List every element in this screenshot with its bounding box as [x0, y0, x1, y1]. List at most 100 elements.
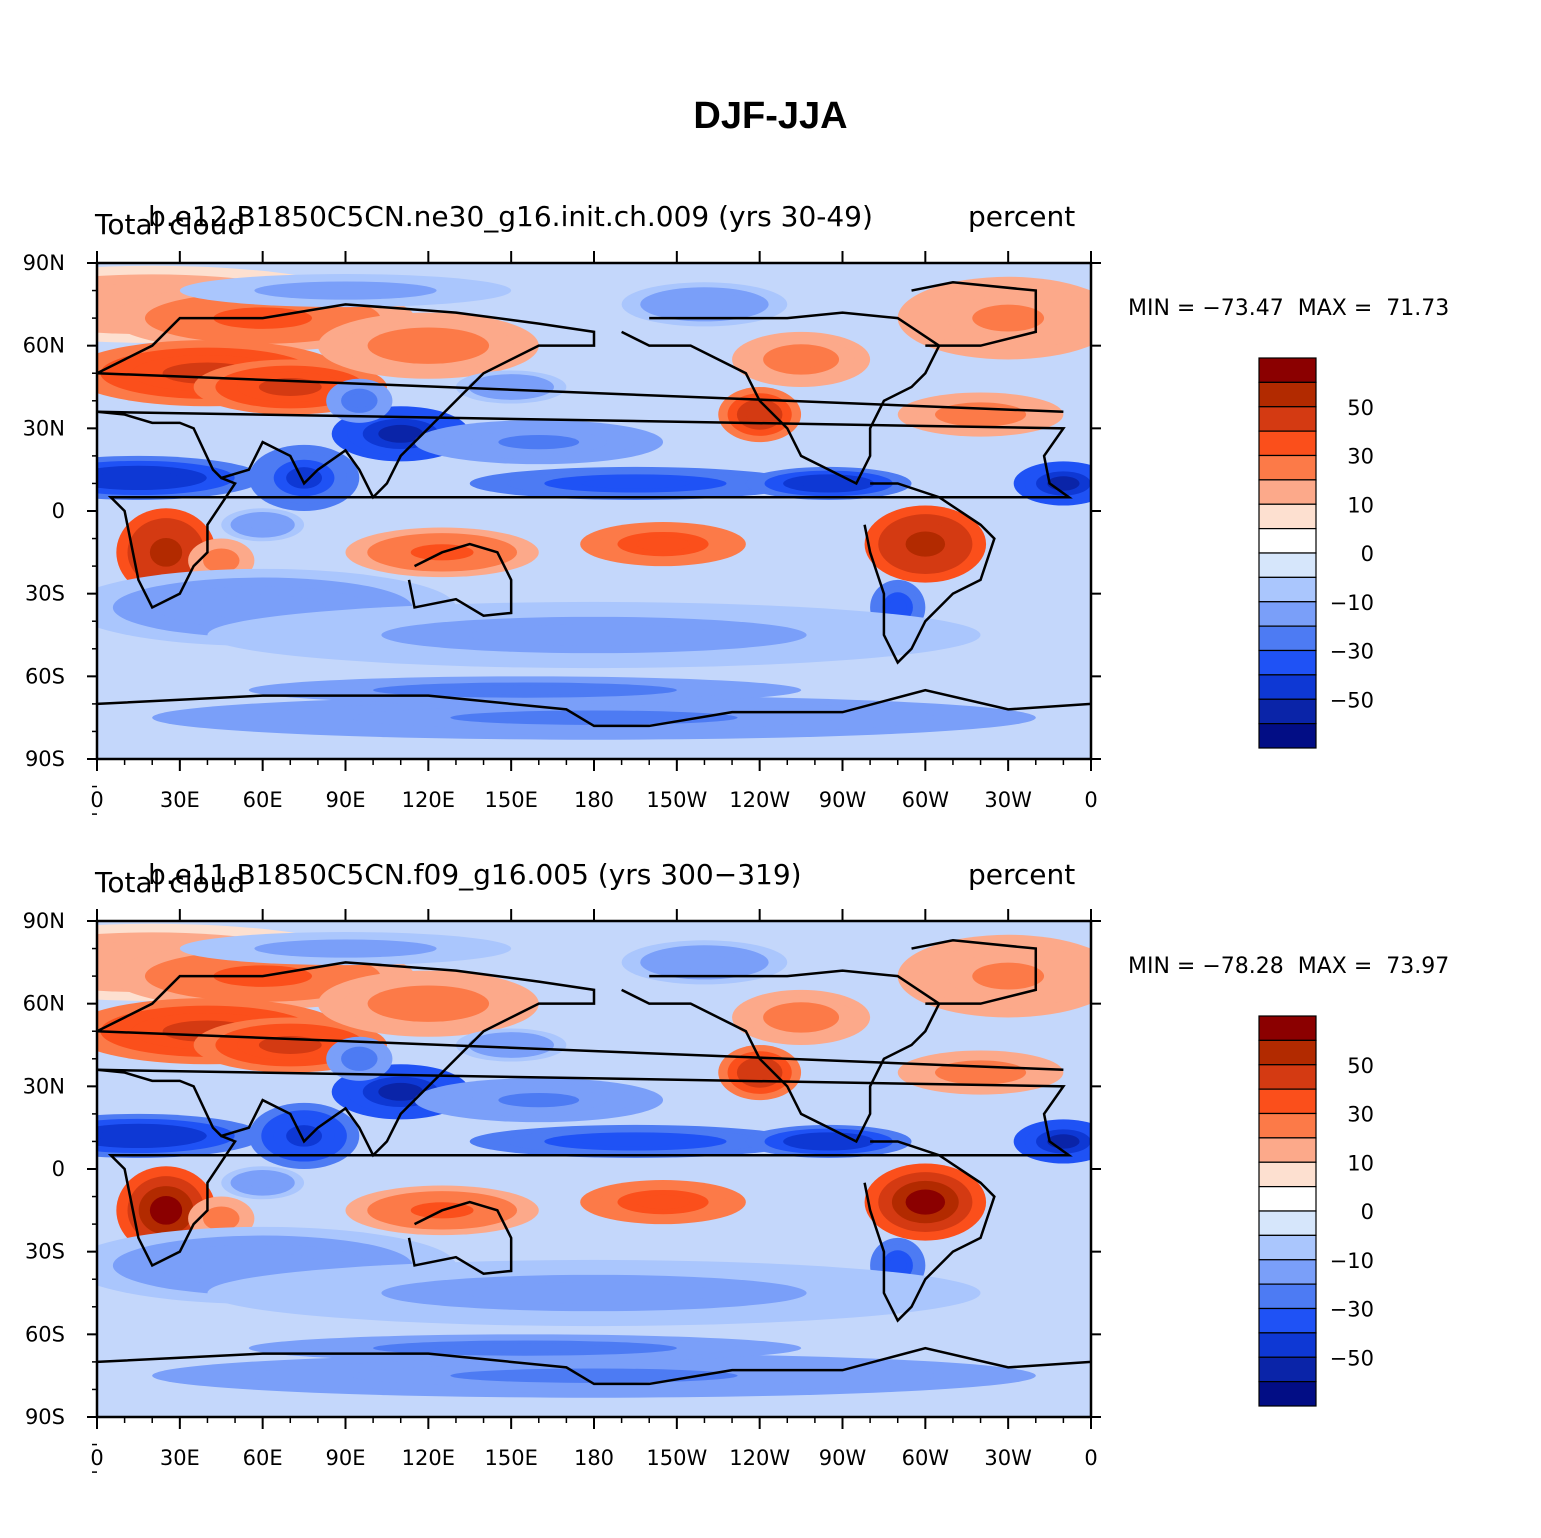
lat-label: 90S: [25, 747, 65, 771]
lon-label: 90E: [326, 788, 366, 812]
coastline: [97, 1346, 1091, 1386]
colorbar-swatch: [1258, 1112, 1317, 1139]
coastline: [97, 1068, 1073, 1268]
colorbar-swatch: [1258, 1210, 1317, 1236]
lon-label: 150W: [646, 788, 707, 812]
colorbar-swatch: [1258, 1064, 1317, 1090]
lat-label: 90N: [23, 251, 65, 275]
lon-label: 30E: [160, 788, 200, 812]
coastline: [97, 303, 1064, 500]
lon-label: 30E: [160, 1446, 200, 1470]
contour-blob: [392, 992, 465, 1015]
contour-blob: [286, 1125, 323, 1147]
lon-label: 90E: [326, 1446, 366, 1470]
coastline: [911, 939, 1038, 1005]
contour-blob: [210, 1211, 233, 1226]
lon-label: 30W: [984, 788, 1032, 812]
contour-blob: [348, 393, 371, 408]
contour-blob: [888, 598, 907, 617]
colorbar-swatch: [1258, 1234, 1317, 1261]
contour-blob: [249, 1177, 277, 1189]
colorbar-swatch: [1258, 479, 1317, 505]
contour-blob: [378, 1082, 424, 1101]
colorbar-swatch: [1258, 601, 1317, 627]
coastline: [621, 311, 941, 486]
lon-label: 180: [574, 788, 614, 812]
colorbar-swatch: [1258, 1137, 1317, 1163]
contour-blob: [888, 1256, 907, 1275]
contour-blob: [905, 1189, 946, 1215]
colorbar-label: −30: [1330, 640, 1374, 664]
contour-blob: [677, 955, 732, 970]
colorbar-swatch: [1258, 528, 1317, 554]
lon-label: 60E: [243, 788, 283, 812]
colorbar-swatch: [1258, 552, 1317, 578]
colorbar: 50 30 10 0 −10 −30 −50: [1258, 357, 1374, 749]
case-label: b.e12.B1850C5CN.ne30_g16.init.ch.009 (yr…: [148, 200, 873, 233]
minmax-readout: MIN = −73.47 MAX = 71.73: [1128, 296, 1449, 321]
contour-blob: [746, 1063, 774, 1082]
coastlines: [97, 281, 1091, 728]
contour-blob: [450, 1368, 738, 1383]
lon-label: 30W: [984, 1446, 1032, 1470]
colorbar-swatch: [1258, 381, 1317, 408]
max-value: MAX = 71.73: [1297, 296, 1450, 321]
coastline: [407, 542, 513, 617]
lon-label: 150E: [484, 788, 537, 812]
contour-blob: [286, 467, 323, 489]
contour-blob: [468, 1282, 720, 1304]
colorbar-label: 50: [1347, 1054, 1374, 1078]
contour-blob: [210, 553, 233, 568]
colorbar-label: −10: [1330, 591, 1374, 615]
colorbar-swatch: [1258, 503, 1317, 530]
contour-blob: [778, 350, 824, 369]
contour-blob: [1047, 476, 1080, 491]
contour-blob: [801, 1136, 856, 1147]
colorbar-swatch: [1258, 1161, 1317, 1188]
units-label: percent: [968, 200, 1076, 233]
lat-label: 90N: [23, 909, 65, 933]
contour-blob: [378, 424, 424, 443]
lon-label: 0: [1084, 1446, 1097, 1470]
colorbar-label: 30: [1347, 1103, 1374, 1127]
contour-blob: [98, 1128, 179, 1144]
lat-label: 30S: [25, 582, 65, 606]
colorbar-swatch: [1258, 1259, 1317, 1285]
contour-blob: [636, 1194, 690, 1210]
lon-label: 60W: [902, 788, 950, 812]
contour-blob: [636, 536, 690, 552]
colorbar-swatch: [1258, 649, 1317, 676]
case-label: b.e11.B1850C5CN.f09_g16.005 (yrs 300−319…: [148, 858, 802, 891]
colorbar-swatch: [1258, 1332, 1317, 1358]
colorbar-label: 50: [1347, 396, 1374, 420]
lat-label: 30N: [23, 416, 65, 440]
contour-blob: [581, 1136, 690, 1147]
lat-label: 30N: [23, 1074, 65, 1098]
colorbar-swatch: [1258, 406, 1317, 432]
contour-blob: [953, 407, 1008, 422]
contour-blob: [778, 1008, 824, 1027]
coastlines: [97, 939, 1091, 1386]
colorbar-swatch: [1258, 674, 1317, 700]
colorbar-label: 0: [1361, 542, 1374, 566]
minmax-readout: MIN = −78.28 MAX = 73.97: [1128, 954, 1449, 979]
contour-blob: [972, 962, 1045, 990]
colorbar-label: 30: [1347, 445, 1374, 469]
lon-label: 0: [90, 1446, 103, 1470]
contour-blob: [291, 285, 400, 296]
colorbar-label: 0: [1361, 1200, 1374, 1224]
contour-map-top: 90N 60N 30N 0 30S 60S 90S 0 30E 60E 90E 120E 150E 180…: [23, 251, 1374, 815]
colorbar-swatch: [1258, 625, 1317, 652]
min-value: MIN = −78.28: [1128, 954, 1284, 979]
contour-blob: [498, 1092, 580, 1108]
lon-label: 180: [574, 1446, 614, 1470]
contour-blob: [435, 1343, 615, 1353]
contour-blob: [199, 1252, 326, 1278]
colorbar-swatch: [1258, 357, 1317, 383]
min-value: MIN = −73.47: [1128, 296, 1284, 321]
colorbar: 50 30 10 0 −10 −30 −50: [1258, 1015, 1374, 1407]
map-panel-top: 90N 60N 30N 0 30S 60S 90S 0 30E 60E 90E 120E 150E 180…: [0, 200, 1541, 840]
variable-label: Total cloud: [95, 866, 246, 899]
contour-blob: [972, 304, 1045, 332]
contour-blob: [953, 1065, 1008, 1080]
